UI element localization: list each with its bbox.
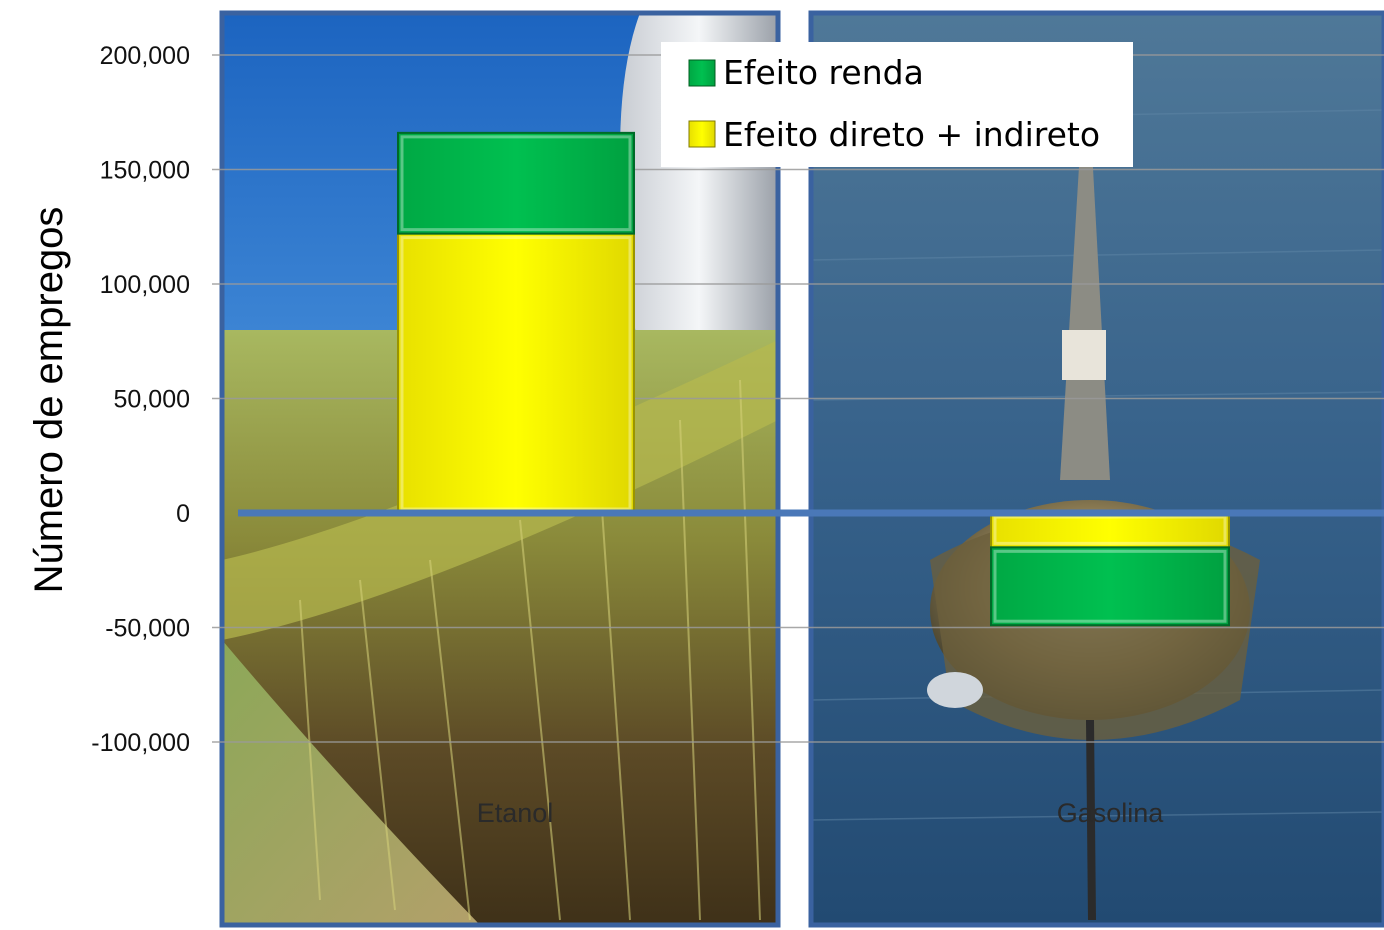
- y-tick-label: -100,000: [91, 729, 190, 757]
- legend-label-efeito-renda: Efeito renda: [723, 53, 924, 92]
- gasoline-panel-border: [808, 10, 1384, 928]
- y-tick-label: 200,000: [100, 42, 190, 70]
- legend-item-efeito-direto-indireto: Efeito direto + indireto: [688, 115, 1100, 154]
- bar-etanol-efeito-renda: [397, 131, 635, 235]
- legend-swatch-efeito-direto-indireto: [688, 120, 716, 148]
- y-tick-label: -50,000: [105, 615, 190, 643]
- bar-gasolina-efeito-renda: [990, 546, 1230, 627]
- category-label-gasolina: Gasolina: [1057, 798, 1165, 828]
- legend-item-efeito-renda: Efeito renda: [688, 53, 924, 92]
- bar-bevel-etanol-efeito-direto-indireto: [400, 236, 632, 511]
- y-axis-ticks: 200,000 150,000 100,000 50,000 0 -50,000 -100,…: [91, 42, 190, 757]
- bar-bevel-gasolina-efeito-renda: [993, 549, 1227, 623]
- y-tick-label: 50,000: [114, 386, 190, 414]
- bars: [397, 131, 1230, 627]
- legend-box: [661, 42, 1133, 167]
- bar-bevel-etanol-efeito-renda: [400, 135, 632, 232]
- bar-etanol-efeito-direto-indireto: [397, 232, 635, 514]
- y-tick-label: 150,000: [100, 157, 190, 185]
- y-axis-label: Número de empregos: [27, 207, 71, 594]
- y-tick-label: 0: [176, 500, 190, 528]
- category-labels: Etanol Gasolina: [477, 798, 1165, 828]
- category-label-etanol: Etanol: [477, 798, 554, 828]
- legend-label-efeito-direto-indireto: Efeito direto + indireto: [723, 115, 1100, 154]
- legend-swatch-efeito-renda: [688, 59, 716, 87]
- legend: Efeito renda Efeito direto + indireto: [661, 42, 1133, 167]
- bar-bevel-gasolina-efeito-direto-indireto: [993, 515, 1227, 545]
- y-tick-label: 100,000: [100, 271, 190, 299]
- ethanol-panel-border: [219, 10, 781, 928]
